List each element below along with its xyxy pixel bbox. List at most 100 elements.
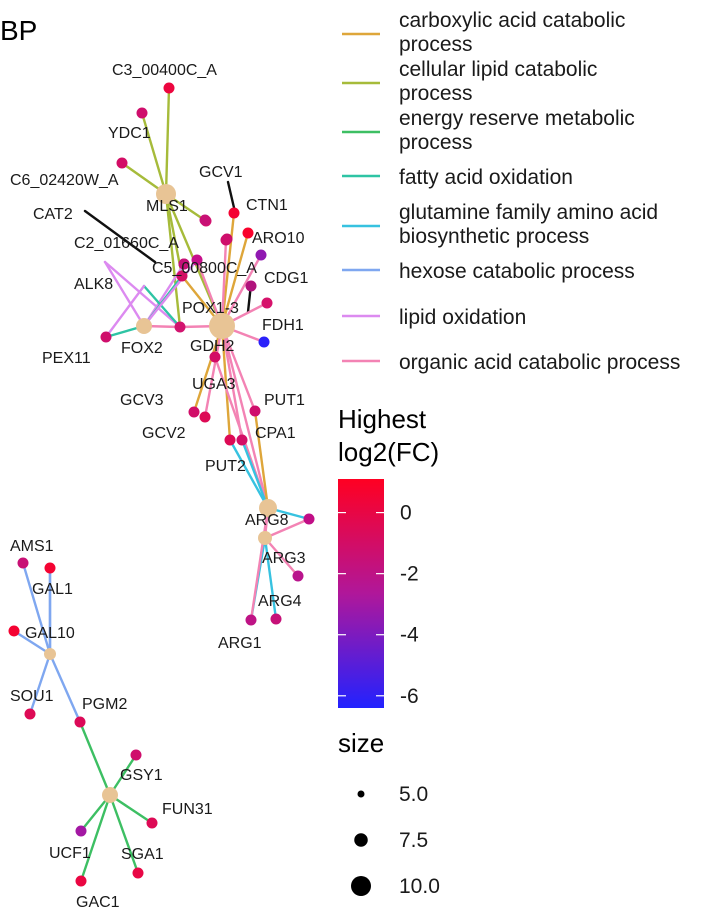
gene-node-ctn1	[228, 207, 240, 219]
gene-node-ydc1	[136, 107, 148, 119]
gene-label-arg4: ARG4	[258, 593, 302, 610]
network-edge	[263, 536, 300, 578]
gene-node-arg4	[270, 613, 282, 625]
legend-item-fatty-acid-oxidation: fatty acid oxidation	[342, 166, 573, 189]
gene-node-cdg1	[255, 249, 267, 261]
gene-label-ucf1: UCF1	[49, 845, 91, 862]
gene-node-unlabeled	[245, 280, 257, 292]
network-edge	[220, 324, 270, 510]
gene-node-fun31	[146, 817, 158, 829]
size-legend-label: 10.0	[399, 875, 440, 898]
gene-node-aro10	[242, 227, 254, 239]
size-legend-label: 5.0	[399, 783, 428, 806]
gene-node-c3-00400c-a	[163, 82, 175, 94]
network-edge	[220, 324, 232, 442]
gene-label-ctn1: CTN1	[246, 197, 288, 214]
colorbar-tick-label: -4	[400, 624, 419, 647]
panel-title: BP	[0, 15, 37, 46]
gene-label-sou1: SOU1	[10, 688, 54, 705]
legend-label: energy reserve metabolic	[399, 107, 635, 130]
network-edge	[104, 284, 146, 339]
gene-node-unlabeled	[191, 254, 203, 266]
category-label-arg8: ARG8	[245, 512, 289, 529]
color-legend-title-line-2: log2(FC)	[338, 437, 439, 467]
network-edge	[108, 793, 154, 825]
gene-node-pox1-3	[176, 270, 188, 282]
gene-label-c6-02420w-a: C6_02420W_A	[10, 172, 119, 189]
network-edge	[21, 561, 52, 656]
color-legend: Highest log2(FC) 0 -2 -4 -6	[338, 404, 439, 708]
colorbar-tick-label: -6	[400, 685, 419, 708]
legend-label: process	[399, 131, 473, 154]
network-edge	[142, 284, 182, 329]
legend-label: glutamine family amino acid	[399, 201, 658, 224]
gene-node-unlabeled	[303, 513, 315, 525]
category-label-gdh2: GDH2	[190, 338, 235, 355]
gene-label-cpa1: CPA1	[255, 425, 296, 442]
network-edge	[108, 793, 140, 875]
category-label-fox2: FOX2	[121, 340, 163, 357]
network-edge	[28, 652, 52, 716]
gene-label-gcv2: GCV2	[142, 425, 186, 442]
legend-item-lipid-oxidation: lipid oxidation	[342, 306, 526, 329]
network-edge	[263, 536, 278, 621]
gene-label-gal10: GAL10	[25, 625, 75, 642]
network-edge	[220, 324, 257, 413]
size-legend: size 5.0 7.5 10.0	[338, 728, 440, 898]
gene-node-gsy1	[130, 749, 142, 761]
gene-node-cpa1	[236, 434, 248, 446]
gene-node-sga1	[132, 867, 144, 879]
category-node-h-oa	[209, 313, 235, 339]
gene-node-uga3	[209, 351, 221, 363]
category-node-h-arg	[259, 499, 277, 517]
network-edge	[79, 793, 112, 883]
network-edge	[253, 409, 270, 510]
gene-label-fun31: FUN31	[162, 801, 213, 818]
colorbar-tick-label: -2	[400, 563, 419, 586]
gene-label-c3-00400c-a: C3_00400C_A	[112, 62, 217, 79]
gene-label-gac1: GAC1	[76, 894, 120, 911]
legend-label: lipid oxidation	[399, 306, 526, 329]
gene-node-ucf1	[75, 825, 87, 837]
category-label-mls1: MLS1	[146, 198, 188, 215]
network-edge	[103, 260, 182, 329]
gene-label-put2: PUT2	[205, 458, 246, 475]
legend-item-glutamine-family-amino-acid-biosynthetic-process: glutamine family amino acidbiosynthetic …	[342, 201, 658, 248]
gene-node-unlabeled	[174, 321, 186, 333]
gene-node-gal10	[8, 625, 20, 637]
gene-node-c5-00800c-a	[220, 234, 232, 246]
legend-item-organic-acid-catabolic-process: organic acid catabolic process	[342, 351, 680, 374]
gene-node-arg1	[245, 614, 257, 626]
legend-label: process	[399, 33, 473, 56]
gene-node-put2	[224, 434, 236, 446]
gene-node-ams1	[17, 557, 29, 569]
edge-category-legend: carboxylic acid catabolicprocesscellular…	[342, 9, 680, 374]
gene-node-alk8	[178, 258, 190, 270]
gene-label-c5-00800c-a: C5_00800C_A	[152, 260, 257, 277]
network-edge	[12, 629, 52, 656]
gene-node-c6-02420w-a	[116, 157, 128, 169]
network-edge	[140, 111, 168, 196]
gene-label-gcv1: GCV1	[199, 164, 243, 181]
gene-node-put1	[249, 405, 261, 417]
legend-label: organic acid catabolic process	[399, 351, 680, 374]
network-edge	[220, 253, 263, 328]
network-edge	[220, 231, 250, 328]
gene-label-gcv3: GCV3	[120, 392, 164, 409]
color-legend-colorbar	[338, 479, 384, 708]
colorbar-tick-label: 0	[400, 502, 412, 525]
network-edge	[142, 258, 199, 328]
network-edge	[78, 720, 112, 797]
gene-label-pgm2: PGM2	[82, 696, 127, 713]
category-node-h-en	[102, 787, 118, 803]
gene-label-arg1: ARG1	[218, 635, 262, 652]
gene-label-cdg1: CDG1	[264, 270, 309, 287]
gene-label-gal1: GAL1	[32, 581, 73, 598]
gene-node-gac1	[75, 875, 87, 887]
gene-node-c2-01660c-a	[199, 214, 211, 226]
size-legend-dot	[354, 833, 368, 847]
category-node-h-fa	[136, 318, 152, 334]
gene-label-gsy1: GSY1	[120, 767, 163, 784]
